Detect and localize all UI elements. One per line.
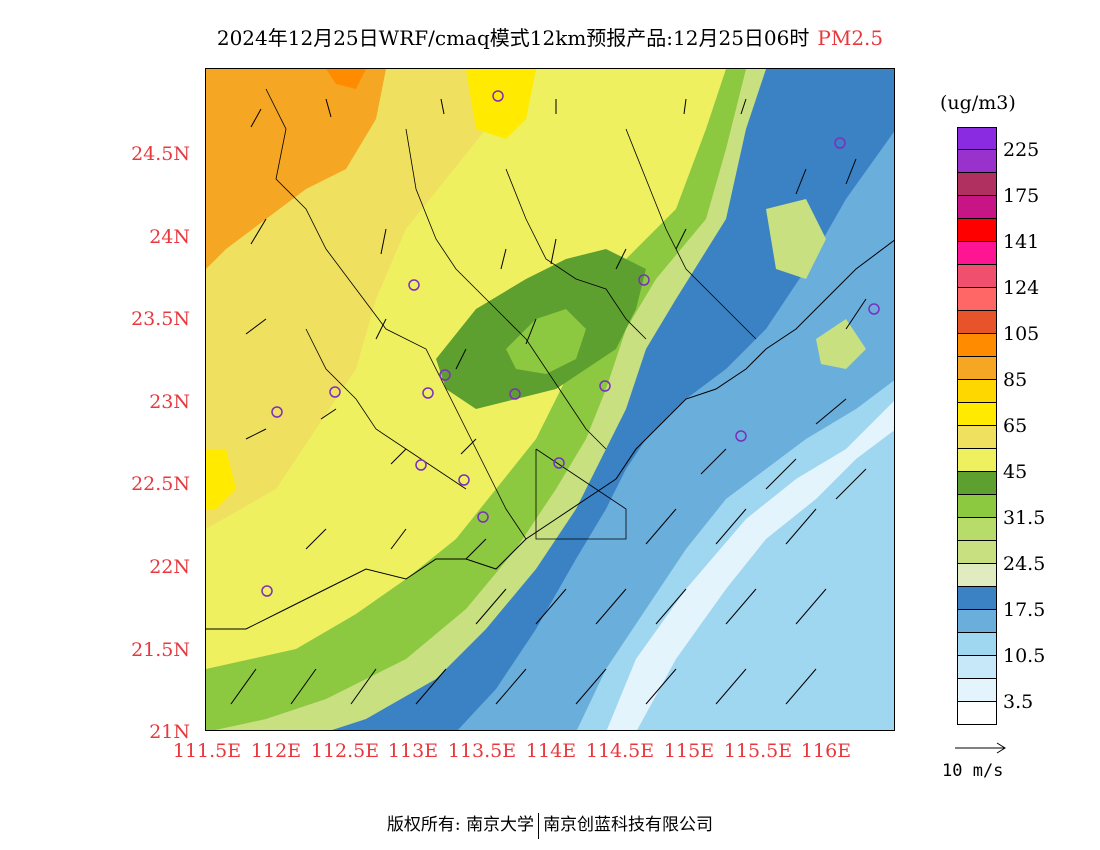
pm25-map (206, 69, 894, 730)
colorbar-swatch (957, 587, 997, 610)
x-tick-label: 112E (250, 740, 302, 762)
colorbar-tick-label: 3.5 (1003, 691, 1034, 713)
copyright-footer: 版权所有: 南京大学 南京创蓝科技有限公司 (0, 810, 1100, 839)
colorbar-tick-label: 225 (1003, 139, 1040, 161)
colorbar-swatch (957, 380, 997, 403)
colorbar-swatch (957, 311, 997, 334)
colorbar-units: (ug/m3) (940, 92, 1016, 114)
green-lobe-ne (816, 319, 866, 369)
y-tick-label: 24.5N (131, 143, 190, 165)
copyright-prefix: 版权所有: (386, 815, 461, 835)
land-orange-dark (326, 69, 366, 89)
colorbar-swatch (957, 288, 997, 311)
colorbar-swatch (957, 495, 997, 518)
land-yellow-strip (206, 449, 236, 509)
colorbar-swatch (957, 127, 997, 150)
colorbar-swatch (957, 679, 997, 702)
colorbar-tick-label: 85 (1003, 369, 1028, 391)
colorbar-swatch (957, 633, 997, 656)
colorbar-swatch (957, 173, 997, 196)
x-tick-label: 113E (387, 740, 439, 762)
org-chuanglan: 南京创蓝科技有限公司 (543, 815, 714, 835)
x-tick-label: 115.5E (723, 740, 793, 762)
colorbar-swatch (957, 357, 997, 380)
colorbar-swatch (957, 541, 997, 564)
colorbar-tick-label: 175 (1003, 185, 1040, 207)
y-tick-label: 22N (149, 556, 190, 578)
title-variable: PM2.5 (817, 26, 884, 50)
colorbar-swatch (957, 449, 997, 472)
colorbar-swatch (957, 150, 997, 173)
colorbar-tick-label: 17.5 (1003, 599, 1046, 621)
y-tick-label: 21N (149, 721, 190, 743)
x-tick-label: 115E (663, 740, 715, 762)
colorbar-tick-label: 24.5 (1003, 553, 1046, 575)
admin-boundaries (265, 88, 757, 540)
title-main: 2024年12月25日WRF/cmaq模式12km预报产品:12月25日06时 (216, 26, 810, 50)
colorbar-swatch (957, 196, 997, 219)
x-tick-label: 111.5E (172, 740, 242, 762)
colorbar (957, 127, 997, 725)
land-green-inner (506, 309, 586, 374)
colorbar-swatch (957, 702, 997, 725)
y-tick-label: 24N (149, 226, 190, 248)
land-orange (206, 69, 386, 269)
colorbar-tick-label: 65 (1003, 415, 1028, 437)
wind-reference-label: 10 m/s (942, 761, 1004, 781)
footer-separator (538, 812, 540, 839)
colorbar-swatch (957, 472, 997, 495)
colorbar-swatch (957, 610, 997, 633)
green-lobe-east (766, 199, 826, 279)
x-tick-label: 113.5E (447, 740, 517, 762)
colorbar-tick-label: 141 (1003, 231, 1040, 253)
y-tick-label: 23.5N (131, 308, 190, 330)
x-tick-label: 112.5E (310, 740, 380, 762)
wind-vectors (230, 98, 867, 705)
colorbar-swatch (957, 265, 997, 288)
y-tick-label: 22.5N (131, 473, 190, 495)
colorbar-swatch (957, 219, 997, 242)
org-nanjing-university: 南京大学 (466, 815, 535, 835)
colorbar-tick-label: 124 (1003, 277, 1040, 299)
map-panel (205, 68, 895, 731)
colorbar-swatch (957, 403, 997, 426)
colorbar-swatch (957, 426, 997, 449)
x-tick-label: 116E (800, 740, 852, 762)
y-tick-label: 23N (149, 391, 190, 413)
y-tick-label: 21.5N (131, 639, 190, 661)
wind-reference-arrow (955, 742, 1006, 754)
colorbar-swatch (957, 656, 997, 679)
colorbar-tick-label: 31.5 (1003, 507, 1046, 529)
colorbar-swatch (957, 334, 997, 357)
x-tick-label: 114.5E (585, 740, 655, 762)
x-tick-label: 114E (525, 740, 577, 762)
chart-title: 2024年12月25日WRF/cmaq模式12km预报产品:12月25日06时 P… (0, 22, 1100, 51)
colorbar-tick-label: 45 (1003, 461, 1028, 483)
colorbar-tick-label: 10.5 (1003, 645, 1046, 667)
station-markers (261, 90, 880, 597)
colorbar-tick-label: 105 (1003, 323, 1040, 345)
colorbar-swatch (957, 242, 997, 265)
land-yellow-bright (466, 69, 536, 139)
colorbar-swatch (957, 518, 997, 541)
coastline (206, 239, 894, 630)
colorbar-swatch (957, 564, 997, 587)
